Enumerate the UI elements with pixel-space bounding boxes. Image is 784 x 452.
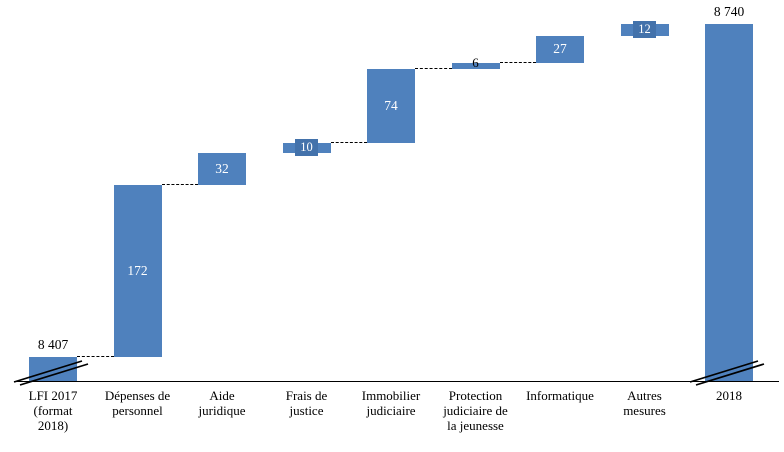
category-label-aide-juridique: Aide juridique [198, 388, 246, 418]
bar-value-label-depenses-de-personnel: 172 [127, 262, 148, 278]
bar-informatique: 27 [536, 35, 584, 63]
bar-depenses-de-personnel: 172 [113, 184, 162, 357]
axis-break-icon-2018 [689, 359, 765, 386]
category-label-frais-de-justice: Frais de justice [285, 388, 328, 418]
bar-value-label-immobilier-judiciaire: 74 [384, 97, 398, 113]
category-label-protection-judiciaire-jeunesse: Protection judiciaire de la jeunesse [443, 388, 508, 433]
bar-protection-judiciaire-jeunesse [451, 62, 500, 69]
category-label-depenses-de-personnel: Dépenses de personnel [104, 388, 171, 418]
bar-value-label-aide-juridique: 32 [215, 160, 229, 176]
category-label-autres-mesures: Autres mesures [623, 388, 666, 418]
bar-value-label-2018: 8 740 [713, 3, 745, 19]
level-connector-depenses-de-personnel-aide-juridique [161, 183, 198, 185]
bar-value-label-lfi-2017: 8 407 [37, 336, 69, 352]
x-axis-line [14, 380, 779, 382]
level-connector-lfi-2017-depenses-de-personnel [77, 355, 114, 357]
axis-break-icon-lfi-2017 [13, 359, 89, 386]
bar-aide-juridique: 32 [198, 152, 246, 185]
level-connector-frais-de-justice-immobilier-judiciaire [330, 141, 367, 143]
level-connector-protection-judiciaire-jeunesse-informatique [499, 61, 536, 63]
bar-value-label-frais-de-justice: 10 [295, 139, 318, 156]
category-label-2018: 2018 [716, 388, 742, 403]
category-label-lfi-2017: LFI 2017 (format 2018) [28, 388, 78, 433]
bar-value-label-autres-mesures: 12 [633, 21, 656, 38]
bar-immobilier-judiciaire: 74 [367, 68, 415, 143]
category-label-informatique: Informatique [526, 388, 594, 403]
bar-value-label-protection-judiciaire-jeunesse: 6 [472, 54, 479, 70]
category-label-immobilier-judiciaire: Immobilier judiciaire [361, 388, 421, 418]
bar-2018 [705, 23, 753, 381]
level-connector-immobilier-judiciaire-protection-judiciaire-jeunesse [415, 67, 452, 69]
bar-value-label-informatique: 27 [553, 41, 567, 57]
